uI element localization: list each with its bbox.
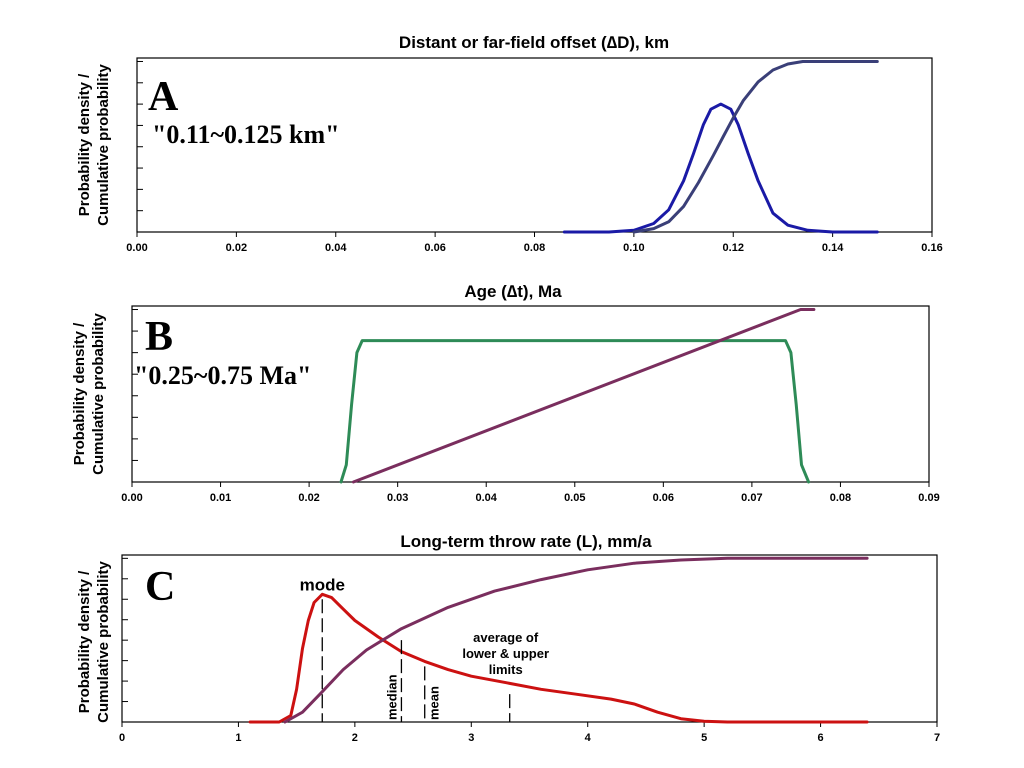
x-axis: 0.00 0.02 0.04 0.06 0.08 0.10 0.12 0.14 0.16 bbox=[126, 60, 943, 254]
x-tick-label: 0.05 bbox=[564, 492, 585, 504]
x-tick-label: 0.06 bbox=[653, 492, 674, 504]
x-tick-label: 0.08 bbox=[524, 242, 545, 254]
x-tick-label: 0.02 bbox=[298, 492, 319, 504]
series-group bbox=[339, 308, 816, 484]
x-tick-label: 0.14 bbox=[822, 242, 844, 254]
x-tick-label: 2 bbox=[352, 732, 358, 744]
panel-letter: A bbox=[148, 74, 179, 120]
panel-letter: B bbox=[145, 314, 173, 360]
y-axis-label-line1: Probability density / bbox=[76, 73, 93, 216]
series-group bbox=[562, 60, 879, 234]
marker-label-line: limits bbox=[489, 662, 523, 677]
range-label: "0.25~0.75 Ma" bbox=[134, 361, 311, 390]
panel-b: Age (∆t), Ma Probability density / Cumul… bbox=[71, 282, 940, 504]
x-tick-label: 0.01 bbox=[210, 492, 231, 504]
series-group bbox=[248, 556, 869, 724]
x-tick-label: 0.07 bbox=[741, 492, 762, 504]
plot-frame bbox=[131, 305, 930, 483]
chart-title: Long-term throw rate (L), mm/a bbox=[400, 532, 652, 551]
x-axis: 0.00 0.01 0.02 0.03 0.04 0.05 0.06 0.07 0.08 0.09 bbox=[121, 309, 940, 504]
marker-label: mean bbox=[427, 686, 442, 720]
cumulative-curve bbox=[351, 308, 816, 484]
x-tick-label: 6 bbox=[818, 732, 824, 744]
x-tick-label: 0.08 bbox=[830, 492, 851, 504]
x-tick-label: 4 bbox=[585, 732, 592, 744]
marker-label: median bbox=[384, 674, 399, 720]
y-axis-label-line2: Cumulative probability bbox=[90, 313, 107, 475]
density-curve bbox=[562, 102, 879, 234]
x-tick-label: 0.02 bbox=[226, 242, 247, 254]
panel-c: Long-term throw rate (L), mm/a Probabili… bbox=[76, 532, 940, 744]
y-axis-label-line2: Cumulative probability bbox=[95, 561, 112, 723]
y-axis-label-line1: Probability density / bbox=[71, 322, 88, 465]
x-tick-label: 1 bbox=[235, 732, 241, 744]
x-tick-label: 0 bbox=[119, 732, 125, 744]
plot-frame bbox=[121, 554, 938, 723]
x-tick-label: 0.04 bbox=[476, 492, 498, 504]
x-tick-label: 0.00 bbox=[121, 492, 142, 504]
y-axis-label-line1: Probability density / bbox=[76, 570, 93, 713]
density-curve bbox=[339, 339, 811, 484]
density-curve bbox=[248, 592, 869, 724]
marker-label: mode bbox=[300, 575, 345, 594]
x-tick-label: 0.10 bbox=[623, 242, 644, 254]
panel-letter: C bbox=[145, 564, 175, 610]
x-tick-label: 0.00 bbox=[126, 242, 147, 254]
marker-label-line: average of bbox=[473, 630, 539, 645]
x-tick-label: 0.09 bbox=[918, 492, 939, 504]
x-tick-label: 5 bbox=[701, 732, 707, 744]
x-axis: 0 1 2 3 4 5 6 7 bbox=[119, 557, 940, 744]
x-tick-label: 0.06 bbox=[424, 242, 445, 254]
x-tick-label: 0.12 bbox=[723, 242, 744, 254]
panel-a: Distant or far-field offset (∆D), km Pro… bbox=[76, 33, 943, 254]
marker-label-line: lower & upper bbox=[462, 646, 549, 661]
chart-title: Age (∆t), Ma bbox=[464, 282, 562, 301]
cumulative-curve bbox=[632, 60, 879, 234]
range-label: "0.11~0.125 km" bbox=[152, 120, 340, 149]
cumulative-curve bbox=[283, 556, 869, 724]
x-tick-label: 7 bbox=[934, 732, 940, 744]
chart-title: Distant or far-field offset (∆D), km bbox=[399, 33, 669, 52]
x-tick-label: 0.03 bbox=[387, 492, 408, 504]
y-axis-label-line2: Cumulative probability bbox=[95, 64, 112, 226]
x-tick-label: 0.16 bbox=[921, 242, 942, 254]
x-tick-label: 3 bbox=[468, 732, 474, 744]
x-tick-label: 0.04 bbox=[325, 242, 347, 254]
